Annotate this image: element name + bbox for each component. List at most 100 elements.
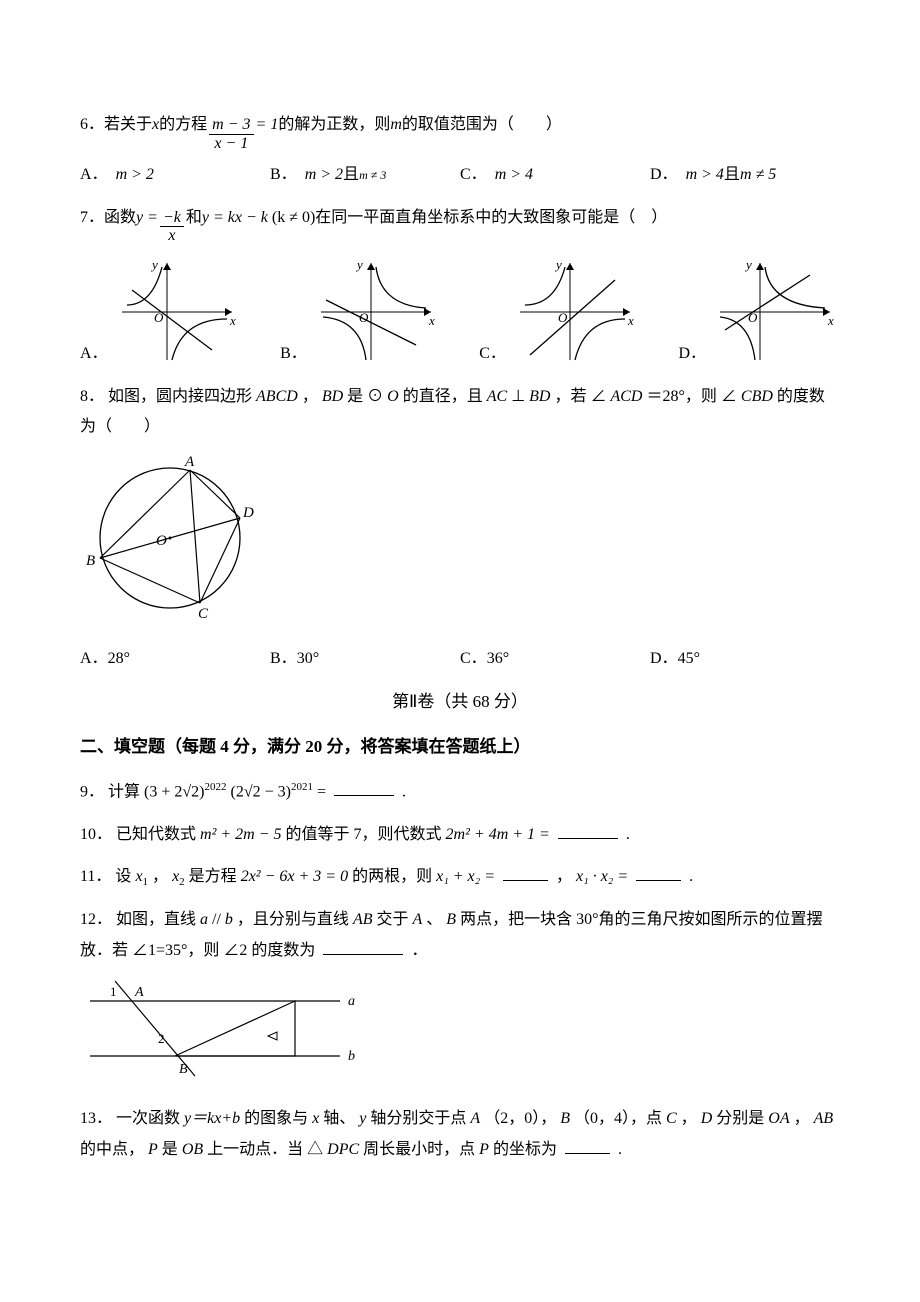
q7-d-x: x (827, 313, 834, 328)
q9-number: 9． (80, 783, 104, 800)
q7-number: 7． (80, 203, 104, 233)
q8-label-C: C (198, 606, 209, 622)
q6-options: A． m > 2 B． m > 2 且 m ≠ 3 C． m > 4 D． m … (80, 160, 840, 190)
q11-prod: x₁ · x₂ = (576, 868, 632, 885)
q7-c-x: x (627, 313, 634, 328)
q8-opt-d-label: D． (650, 644, 678, 674)
q8-O: O (387, 388, 399, 405)
q7-text-a: 函数 (104, 203, 136, 233)
q11-period: . (689, 868, 693, 885)
q13-text-i: 周长最小时，点 (363, 1141, 479, 1158)
q6-opt-d-label: D． (650, 160, 678, 190)
question-10: 10． 已知代数式 m² + 2m − 5 的值等于 7，则代数式 2m² + … (80, 820, 840, 850)
q6-opt-b-expr: m > 2 (305, 160, 343, 190)
q12-number: 12． (80, 911, 112, 928)
q8-number: 8． (80, 388, 104, 405)
q13-P: P (148, 1141, 158, 1158)
q8-opt-d-val: 45° (678, 644, 700, 674)
q8-opt-a-val: 28° (108, 644, 130, 674)
q8-opt-b-val: 30° (297, 644, 319, 674)
q8-perp: ⊥ (511, 388, 525, 405)
q8-ac: AC (487, 388, 507, 405)
q6-opt-b-extra: 且 (343, 160, 359, 190)
q10-period: . (626, 826, 630, 843)
q7-a-x: x (229, 313, 236, 328)
q13-OA: OA (768, 1110, 789, 1127)
q10-number: 10． (80, 826, 112, 843)
q8-text2: ， (302, 388, 318, 405)
q12-AB: AB (353, 911, 373, 928)
q11-blank1 (503, 865, 548, 881)
q13-DPC: DPC (327, 1141, 359, 1158)
q13-B: B (560, 1110, 570, 1127)
q8-label-A: A (184, 454, 195, 470)
q9-expr: (3 + 2√2) (144, 783, 204, 800)
q11-blank2 (636, 865, 681, 881)
q8-circle-svg: A B C D O (80, 453, 260, 623)
q8-opt-a-label: A． (80, 644, 108, 674)
q8-text3: 是 ⊙ (347, 388, 383, 405)
q13-period: . (618, 1141, 622, 1158)
q12-label-1: 1 (110, 984, 117, 999)
q7-graph-a: A． O x y (80, 255, 242, 370)
q10-text-b: 的值等于 7，则代数式 (286, 826, 446, 843)
q13-text-g: 是 (162, 1141, 182, 1158)
q7-opt-d-label: D． (678, 339, 706, 369)
q6-opt-b-extra2: m ≠ 3 (359, 164, 386, 187)
q7-graph-b-svg: O x y (311, 255, 441, 370)
q7-graph-d: D． O x y (678, 255, 840, 370)
q13-text-f: 的中点， (80, 1141, 144, 1158)
q8-text: 如图，圆内接四边形 (108, 388, 256, 405)
q8-label-D: D (242, 505, 254, 521)
q13-text-a: 一次函数 (116, 1110, 184, 1127)
q8-text4: 的直径，且 (403, 388, 487, 405)
q11-s2: 2 (179, 876, 185, 888)
q6-opt-a: A． m > 2 (80, 160, 270, 190)
q7-text-c: 在同一平面直角坐标系中的大致图象可能是（ ） (315, 203, 667, 233)
q6-opt-d-extra2: m ≠ 5 (740, 160, 776, 190)
q8-opt-b-label: B． (270, 644, 297, 674)
q13-D: D (701, 1110, 713, 1127)
q9-mid: (2√2 − 3) (231, 783, 291, 800)
q13-text-c: 轴、 (323, 1110, 355, 1127)
q10-expr1: m² + 2m − 5 (200, 826, 282, 843)
q7-opt-c-label: C． (479, 339, 506, 369)
q13-func: y＝kx+b (184, 1110, 240, 1127)
q6-text-after: 的解为正数，则 (278, 110, 390, 140)
q6-opt-c: C． m > 4 (460, 160, 650, 190)
q9-exp2: 2021 (291, 781, 313, 793)
q7-graph-a-svg: O x y (112, 255, 242, 370)
q7-cond: (k ≠ 0) (272, 203, 315, 233)
q6-opt-d-extra: 且 (724, 160, 740, 190)
q13-OB: OB (182, 1141, 203, 1158)
q7-opt-a-label: A． (80, 339, 108, 369)
q6-text-end: 的取值范围为（ ） (402, 110, 562, 140)
q11-s1: 1 (143, 876, 149, 888)
question-12: 12． 如图，直线 a // b ，且分别与直线 AB 交于 A 、 B 两点，… (80, 905, 840, 1092)
q7-text-b: 和 (186, 203, 202, 233)
q8-bd: BD (322, 388, 343, 405)
question-7: 7． 函数 y = −k x 和 y = kx − k (k ≠ 0) 在同一平… (80, 203, 840, 370)
section-ii-title: 第Ⅱ卷（共 68 分） (80, 686, 840, 718)
q13-text-d: 轴分别交于点 (370, 1110, 470, 1127)
q12-text-c: 交于 (376, 911, 412, 928)
q6-opt-b: B． m > 2 且 m ≠ 3 (270, 160, 460, 190)
q12-dun: 、 (426, 911, 442, 928)
q7-text: 7． 函数 y = −k x 和 y = kx − k (k ≠ 0) 在同一平… (80, 203, 840, 245)
q12-text-b: ，且分别与直线 (237, 911, 353, 928)
q7-frac-num: −k (160, 209, 184, 228)
q13-text-b: 的图象与 (244, 1110, 312, 1127)
q7-c-y: y (554, 257, 562, 272)
q6-opt-c-label: C． (460, 160, 487, 190)
q12-a: a (200, 911, 208, 928)
q8-figure: A B C D O (80, 453, 840, 634)
q11-number: 11． (80, 868, 111, 885)
q12-A: A (413, 911, 423, 928)
q8-label-O: O (156, 533, 167, 549)
q8-abcd: ABCD (256, 388, 298, 405)
q7-graph-c-svg: O x y (510, 255, 640, 370)
question-8: 8． 如图，圆内接四边形 ABCD ， BD 是 ⊙ O 的直径，且 AC ⊥ … (80, 382, 840, 675)
q12-par: // (212, 911, 225, 928)
q13-AB: AB (814, 1110, 834, 1127)
q8-acd: ACD (610, 388, 642, 405)
